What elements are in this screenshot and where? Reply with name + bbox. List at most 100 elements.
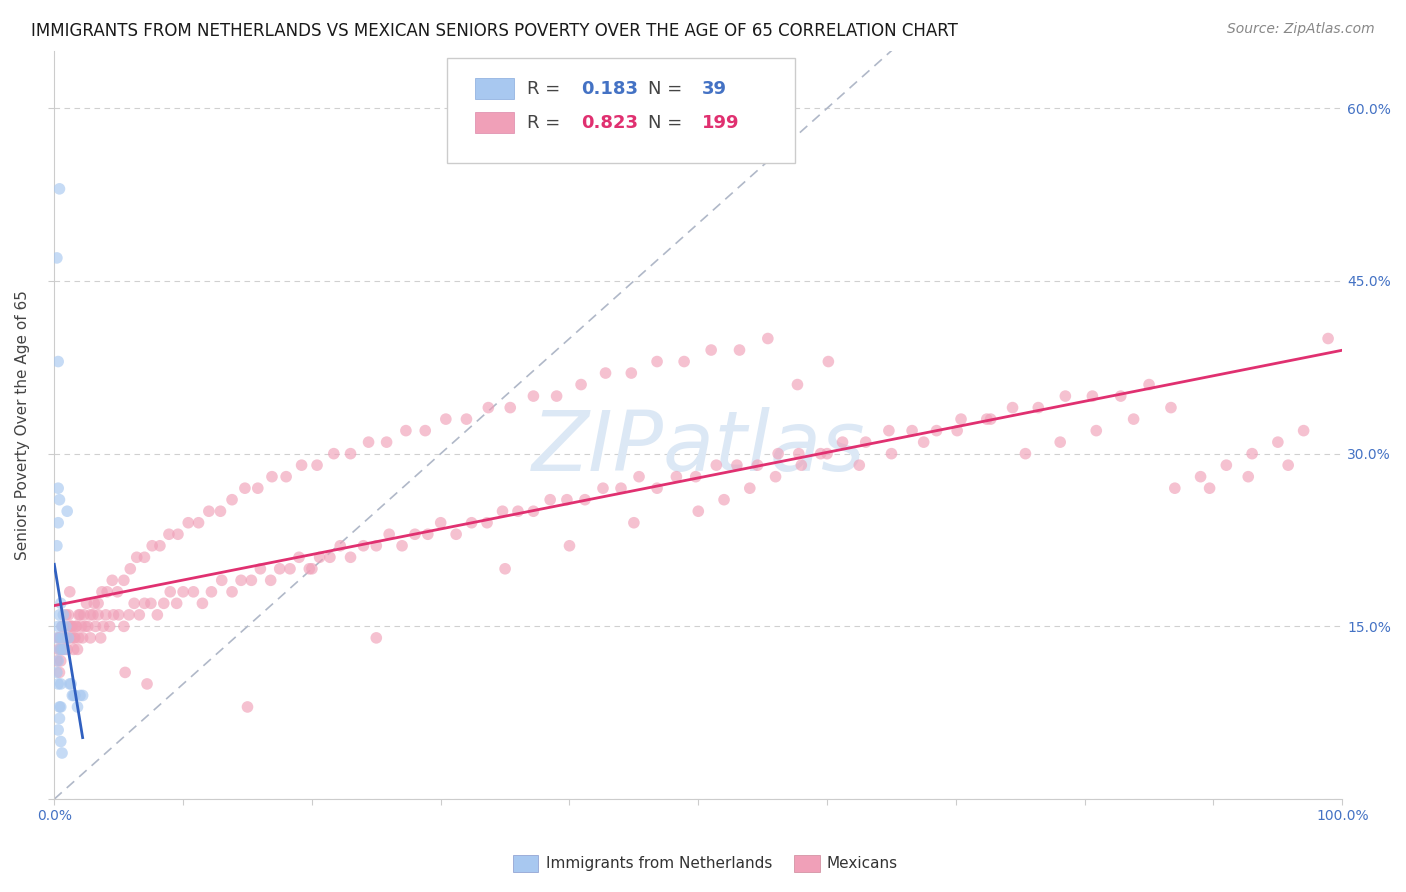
Point xyxy=(329,539,352,553)
Point xyxy=(1189,469,1212,483)
Point xyxy=(831,435,853,450)
Point xyxy=(233,481,256,495)
Point xyxy=(51,746,73,760)
Point xyxy=(56,642,79,657)
Point xyxy=(790,458,813,472)
Point xyxy=(166,596,188,610)
Point xyxy=(52,631,75,645)
Point xyxy=(72,631,94,645)
Point xyxy=(880,447,903,461)
Point xyxy=(645,481,668,495)
Point xyxy=(339,447,361,461)
Point xyxy=(183,584,205,599)
Point xyxy=(877,424,900,438)
Point xyxy=(555,492,578,507)
Text: Mexicans: Mexicans xyxy=(827,856,898,871)
Point xyxy=(134,550,156,565)
Text: 39: 39 xyxy=(702,80,727,98)
Point xyxy=(221,584,243,599)
Point xyxy=(375,435,398,450)
Point xyxy=(1081,389,1104,403)
Point xyxy=(122,596,145,610)
Point xyxy=(766,447,789,461)
Point xyxy=(48,700,70,714)
Point xyxy=(157,527,180,541)
Point xyxy=(52,642,75,657)
Text: 199: 199 xyxy=(702,113,740,131)
Point xyxy=(76,619,98,633)
Point xyxy=(946,424,969,438)
Point xyxy=(240,574,263,588)
Point xyxy=(1085,424,1108,438)
Point xyxy=(688,504,710,518)
Point xyxy=(59,584,82,599)
Point xyxy=(288,550,311,565)
Point xyxy=(546,389,568,403)
Point xyxy=(645,354,668,368)
Point xyxy=(91,584,114,599)
Point xyxy=(912,435,935,450)
Point xyxy=(738,481,761,495)
Point xyxy=(46,631,69,645)
Point xyxy=(976,412,998,426)
Point xyxy=(149,539,172,553)
Point xyxy=(787,447,810,461)
Text: Immigrants from Netherlands: Immigrants from Netherlands xyxy=(546,856,772,871)
Point xyxy=(103,607,125,622)
Point xyxy=(87,596,110,610)
Point xyxy=(72,689,94,703)
Point xyxy=(172,584,194,599)
Point xyxy=(46,481,69,495)
Point xyxy=(366,539,388,553)
FancyBboxPatch shape xyxy=(447,58,794,163)
Point xyxy=(167,527,190,541)
Point xyxy=(1049,435,1071,450)
Point xyxy=(75,619,97,633)
Point xyxy=(48,631,70,645)
Point xyxy=(82,607,104,622)
Point xyxy=(187,516,209,530)
Point xyxy=(569,377,592,392)
Point xyxy=(1267,435,1289,450)
Point xyxy=(416,527,439,541)
Point xyxy=(1001,401,1024,415)
Point xyxy=(623,516,645,530)
Point xyxy=(120,562,142,576)
Point xyxy=(298,562,321,576)
Text: 0.183: 0.183 xyxy=(581,80,638,98)
Point xyxy=(65,619,87,633)
Point xyxy=(211,574,233,588)
Point xyxy=(53,642,76,657)
Point xyxy=(52,619,75,633)
Point xyxy=(60,677,83,691)
Point xyxy=(51,642,73,657)
Point xyxy=(128,607,150,622)
Point xyxy=(848,458,870,472)
Point xyxy=(980,412,1002,426)
Point xyxy=(810,447,832,461)
Point xyxy=(209,504,232,518)
Point xyxy=(278,562,301,576)
Point xyxy=(1122,412,1144,426)
Point xyxy=(499,401,522,415)
Point xyxy=(98,619,121,633)
Point xyxy=(112,619,135,633)
Text: Source: ZipAtlas.com: Source: ZipAtlas.com xyxy=(1227,22,1375,37)
Point xyxy=(249,562,271,576)
Point xyxy=(177,516,200,530)
Point xyxy=(70,619,93,633)
Point xyxy=(610,481,633,495)
Point xyxy=(136,677,159,691)
Point xyxy=(1014,447,1036,461)
Point xyxy=(46,723,69,737)
Point xyxy=(817,354,839,368)
Point xyxy=(901,424,924,438)
Point xyxy=(595,366,617,380)
Point xyxy=(460,516,482,530)
Point xyxy=(756,332,779,346)
Point xyxy=(90,631,112,645)
Point xyxy=(69,689,91,703)
Point xyxy=(51,642,73,657)
Text: N =: N = xyxy=(648,80,688,98)
Point xyxy=(1237,469,1260,483)
